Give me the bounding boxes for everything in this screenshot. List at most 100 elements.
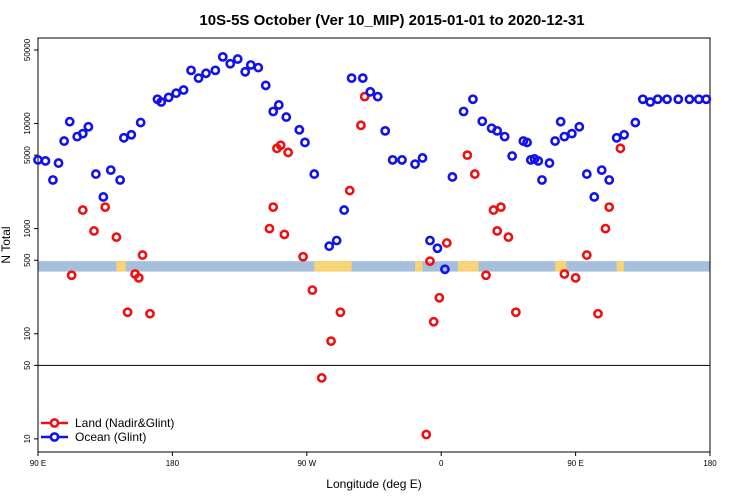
- plot-frame: [37, 37, 711, 453]
- y-tick-label: 10: [23, 434, 32, 443]
- data-point: [357, 73, 368, 84]
- data-point: [619, 129, 630, 140]
- data-point: [201, 68, 211, 79]
- data-point: [615, 143, 626, 154]
- data-point: [344, 185, 355, 196]
- y-tick-label: 5000: [23, 146, 32, 164]
- data-point: [268, 202, 279, 213]
- chart-title: 10S-5S October (Ver 10_MIP) 2015-01-01 t…: [199, 12, 584, 29]
- x-axis: 90 E 180 90 W 0 90 E 180: [30, 452, 717, 468]
- data-point: [77, 128, 88, 139]
- data-point: [326, 336, 336, 347]
- data-point: [245, 60, 256, 70]
- data-point: [346, 73, 357, 84]
- x-axis-label: Longitude (deg E): [326, 477, 421, 491]
- y-tick-label: 10000: [23, 112, 32, 135]
- data-point: [89, 226, 99, 236]
- data-point: [240, 66, 251, 77]
- land-segment: [458, 261, 479, 272]
- data-point: [298, 251, 308, 262]
- data-point: [380, 125, 391, 136]
- data-point: [559, 131, 570, 142]
- data-point: [77, 205, 88, 215]
- data-point: [225, 58, 236, 69]
- data-point: [693, 94, 704, 105]
- data-point: [499, 131, 510, 142]
- data-point: [163, 92, 174, 103]
- data-point: [652, 94, 663, 105]
- x-tick-label: 0: [439, 459, 444, 468]
- data-point: [596, 165, 607, 176]
- legend-label: Ocean (Glint): [75, 430, 146, 444]
- data-point: [48, 175, 58, 185]
- data-point: [126, 129, 137, 140]
- data-point: [186, 65, 196, 76]
- data-point: [550, 136, 560, 146]
- y-tick-label: 100: [23, 327, 32, 341]
- ocean-band: [38, 261, 710, 272]
- data-point: [193, 73, 204, 84]
- land-segment: [555, 261, 567, 272]
- data-point: [359, 91, 370, 102]
- data-point: [417, 153, 428, 163]
- data-point: [522, 137, 532, 148]
- series-land: [66, 91, 626, 440]
- data-point: [387, 155, 398, 165]
- data-point: [492, 125, 503, 136]
- data-point: [481, 270, 491, 281]
- data-point: [275, 140, 286, 151]
- data-point: [507, 151, 518, 161]
- data-point: [294, 124, 305, 135]
- data-point: [331, 235, 342, 246]
- data-point: [410, 159, 420, 170]
- data-point: [324, 241, 335, 252]
- data-point: [673, 94, 684, 105]
- data-point: [90, 169, 101, 179]
- data-point: [83, 121, 94, 132]
- data-point: [600, 223, 611, 234]
- data-point: [210, 65, 221, 76]
- data-point: [581, 250, 592, 260]
- data-point: [118, 132, 129, 143]
- data-point: [503, 232, 514, 243]
- y-tick-label: 500: [23, 253, 32, 267]
- y-axis-label: N Total: [0, 226, 13, 263]
- land-segment: [415, 261, 423, 272]
- points-layer: [33, 51, 712, 440]
- data-point: [100, 202, 111, 213]
- data-point: [496, 202, 506, 213]
- series-ocean: [33, 51, 712, 275]
- data-point: [264, 223, 275, 234]
- data-point: [171, 88, 182, 99]
- data-point: [137, 250, 148, 260]
- data-point: [372, 91, 383, 102]
- data-point: [537, 175, 547, 185]
- data-point: [178, 85, 189, 95]
- data-point: [510, 307, 521, 318]
- data-point: [468, 94, 478, 105]
- data-point: [574, 121, 585, 132]
- data-point: [544, 158, 555, 168]
- land-segment: [116, 261, 126, 272]
- data-point: [309, 169, 320, 179]
- data-point: [335, 307, 346, 318]
- data-point: [421, 429, 432, 440]
- data-point: [701, 94, 712, 105]
- data-point: [316, 373, 327, 383]
- data-point: [441, 238, 452, 248]
- data-point: [356, 120, 366, 131]
- y-axis: 10 50 100 500 1000 5000 10000 50000: [23, 38, 38, 443]
- data-point: [273, 100, 284, 110]
- legend-marker: [49, 432, 60, 442]
- data-point: [135, 117, 146, 128]
- data-point: [570, 272, 581, 283]
- data-point: [477, 116, 488, 127]
- data-point: [115, 175, 126, 185]
- data-point: [98, 192, 109, 202]
- x-tick-label: 90 E: [30, 459, 46, 468]
- data-point: [462, 150, 473, 161]
- x-tick-label: 180: [166, 459, 180, 468]
- y-tick-label: 50: [23, 360, 32, 369]
- data-point: [555, 116, 566, 127]
